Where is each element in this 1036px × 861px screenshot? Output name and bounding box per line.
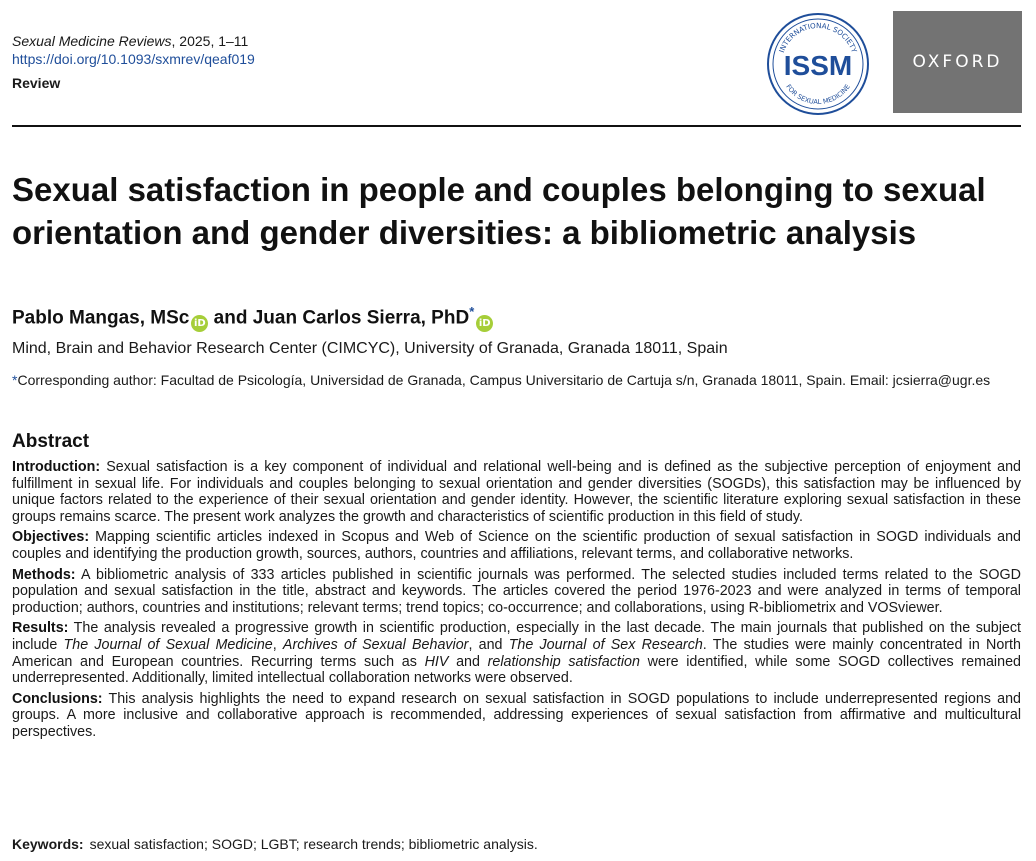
section-label: Methods: <box>12 566 76 583</box>
article-type: Review <box>12 75 61 91</box>
section-text: The analysis revealed a progressive grow… <box>12 620 1021 653</box>
journal-title: The Journal of Sexual Medicine <box>63 636 273 653</box>
section-text: . The studies were mainly concentrated i… <box>12 636 1021 670</box>
abstract-heading: Abstract <box>12 431 90 452</box>
orcid-icon[interactable]: iD <box>476 315 494 333</box>
keywords: Keywords: sexual satisfaction; SOGD; LGBT… <box>12 836 538 852</box>
header-divider <box>12 125 1021 127</box>
corresponding-mark: * <box>12 372 18 388</box>
issm-logo: INTERNATIONAL SOCIETY ISSM FOR SEXUAL ME… <box>767 13 869 115</box>
section-text: were identified, while some SOGD collect… <box>12 653 1021 687</box>
italic-term: relationship satisfaction <box>487 653 640 670</box>
keywords-text: sexual satisfaction; SOGD; LGBT; researc… <box>89 836 538 852</box>
section-label: Objectives: <box>12 529 90 546</box>
abstract-introduction: Introduction: Sexual satisfaction is a k… <box>12 459 1021 525</box>
section-text: A bibliometric analysis of 333 articles … <box>12 566 1021 616</box>
author-list: Pablo Mangas, MSc iD and Juan Carlos Sier… <box>12 304 494 333</box>
section-text: and <box>448 653 488 670</box>
abstract-body: Introduction: Sexual satisfaction is a k… <box>12 459 1021 745</box>
section-label: Results: <box>12 620 69 637</box>
section-text: This analysis highlights the need to exp… <box>12 690 1021 740</box>
abstract-methods: Methods: A bibliometric analysis of 333 … <box>12 567 1021 617</box>
article-title: Sexual satisfaction in people and couple… <box>12 171 986 251</box>
corresponding-author-note: *Corresponding author: Facultad de Psico… <box>12 372 990 388</box>
oxford-logo-text: OXFORD <box>912 52 1003 72</box>
abstract-results: Results: The analysis revealed a progres… <box>12 620 1021 686</box>
section-text: , and <box>468 636 509 653</box>
section-text: Mapping scientific articles indexed in S… <box>12 529 1021 562</box>
journal-name: Sexual Medicine Reviews <box>12 33 172 49</box>
journal-title: Archives of Sexual Behavior <box>282 636 469 653</box>
corresponding-text: Corresponding author: Facultad de Psicol… <box>17 372 991 388</box>
corresponding-author-mark: * <box>469 304 475 319</box>
orcid-icon[interactable]: iD <box>191 315 209 333</box>
author-conjunction: and <box>208 307 253 329</box>
author-name: Pablo Mangas, MSc <box>12 307 190 329</box>
journal-title: The Journal of Sex Research <box>508 636 703 653</box>
abstract-conclusions: Conclusions: This analysis highlights th… <box>12 691 1021 741</box>
author-name: Juan Carlos Sierra, PhD <box>252 307 470 329</box>
section-text: Sexual satisfaction is a key component o… <box>12 459 1021 525</box>
oxford-logo: OXFORD <box>893 11 1022 113</box>
italic-term: HIV <box>424 653 449 670</box>
section-text: , <box>272 636 283 653</box>
section-label: Introduction: <box>12 459 101 475</box>
affiliation: Mind, Brain and Behavior Research Center… <box>12 340 728 357</box>
journal-issue: , 2025, 1–11 <box>171 33 249 49</box>
abstract-objectives: Objectives: Mapping scientific articles … <box>12 529 1021 562</box>
keywords-label: Keywords: <box>12 836 84 852</box>
issm-center-text: ISSM <box>784 50 852 81</box>
section-label: Conclusions: <box>12 690 103 707</box>
journal-citation: Sexual Medicine Reviews, 2025, 1–11 <box>12 32 248 50</box>
doi-link[interactable]: https://doi.org/10.1093/sxmrev/qeaf019 <box>12 51 255 67</box>
